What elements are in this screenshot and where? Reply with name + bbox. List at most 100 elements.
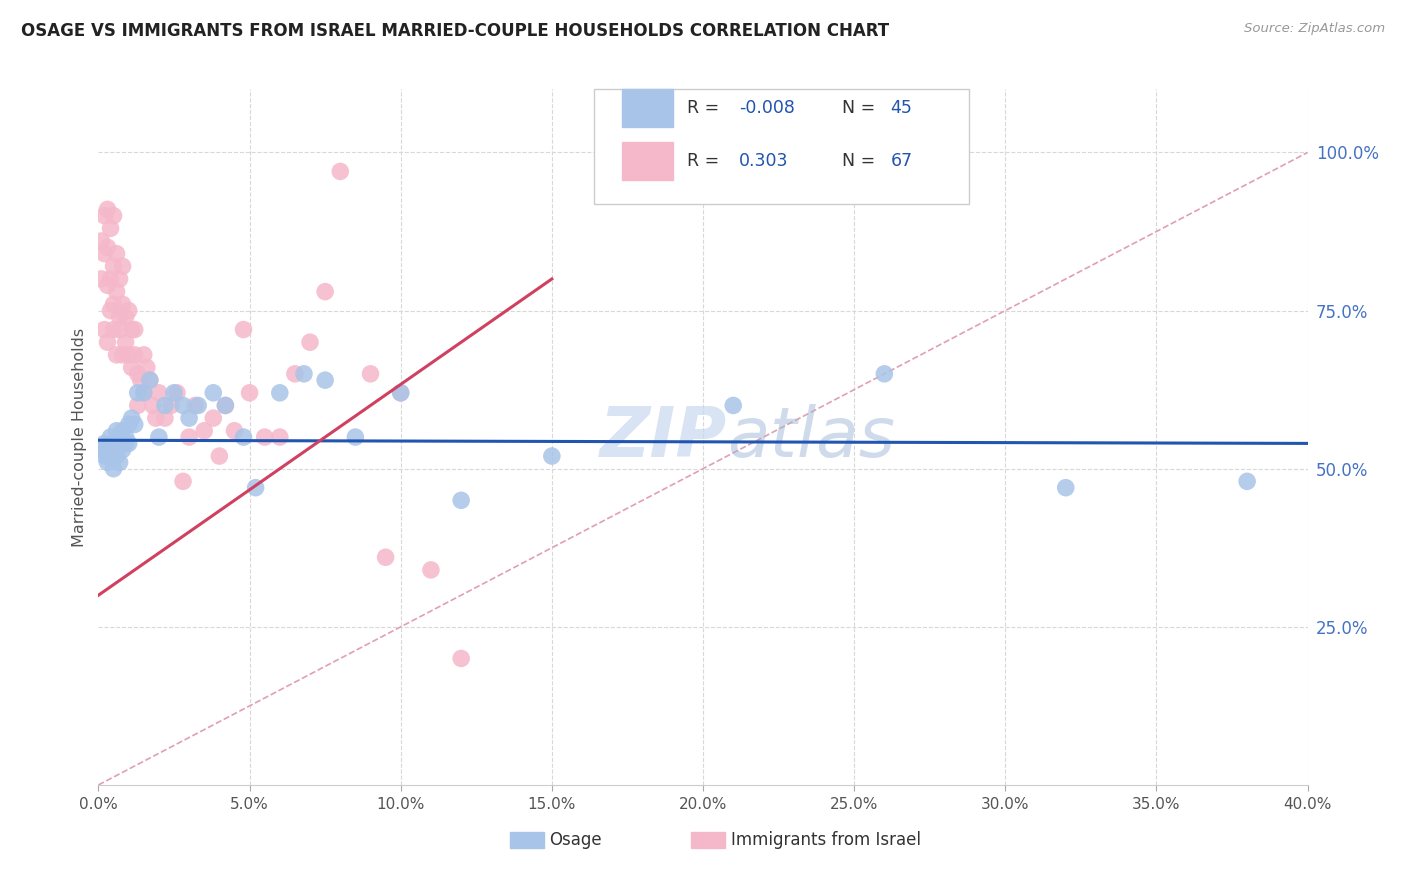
Point — [96, 240, 118, 254]
Point — [129, 373, 152, 387]
Point — [93, 209, 115, 223]
Point — [127, 367, 149, 381]
Point — [873, 367, 896, 381]
Point — [292, 367, 315, 381]
Point — [145, 411, 167, 425]
Point — [118, 303, 141, 318]
Text: R =: R = — [688, 152, 731, 169]
Text: atlas: atlas — [727, 403, 896, 471]
Point — [450, 493, 472, 508]
Point — [96, 455, 118, 469]
Point — [132, 348, 155, 362]
Point — [163, 385, 186, 400]
Point — [239, 385, 262, 400]
Point — [108, 322, 131, 336]
Text: 67: 67 — [890, 152, 912, 169]
Point — [160, 399, 183, 413]
Text: N =: N = — [842, 152, 880, 169]
Point — [103, 260, 125, 274]
Point — [202, 411, 225, 425]
Point — [314, 285, 336, 299]
Point — [121, 360, 143, 375]
Point — [105, 424, 128, 438]
Point — [114, 335, 136, 350]
Point — [124, 417, 146, 432]
Point — [103, 461, 125, 475]
Text: OSAGE VS IMMIGRANTS FROM ISRAEL MARRIED-COUPLE HOUSEHOLDS CORRELATION CHART: OSAGE VS IMMIGRANTS FROM ISRAEL MARRIED-… — [21, 22, 889, 40]
Point — [389, 385, 412, 400]
Point — [103, 322, 125, 336]
Point — [187, 399, 209, 413]
Point — [108, 272, 131, 286]
Point — [93, 246, 115, 260]
Point — [90, 272, 112, 286]
Text: Immigrants from Israel: Immigrants from Israel — [731, 831, 921, 849]
Point — [232, 322, 254, 336]
Point — [100, 272, 122, 286]
Point — [1236, 475, 1258, 489]
Point — [108, 455, 131, 469]
Point — [172, 475, 194, 489]
Point — [132, 385, 155, 400]
Point — [389, 385, 412, 400]
Point — [166, 385, 188, 400]
Point — [111, 424, 134, 438]
Point — [193, 424, 215, 438]
Point — [114, 436, 136, 450]
Bar — [621, 89, 673, 128]
Text: N =: N = — [842, 100, 880, 118]
Point — [232, 430, 254, 444]
Point — [214, 399, 236, 413]
Point — [93, 436, 115, 450]
Text: 45: 45 — [890, 100, 912, 118]
Point — [108, 436, 131, 450]
Point — [105, 449, 128, 463]
Text: Source: ZipAtlas.com: Source: ZipAtlas.com — [1244, 22, 1385, 36]
Point — [118, 436, 141, 450]
Point — [127, 385, 149, 400]
Point — [127, 399, 149, 413]
Point — [100, 303, 122, 318]
Point — [108, 310, 131, 324]
Point — [103, 436, 125, 450]
Point — [118, 417, 141, 432]
Point — [723, 399, 745, 413]
Point — [208, 449, 231, 463]
Point — [121, 322, 143, 336]
Point — [142, 399, 165, 413]
Point — [124, 322, 146, 336]
Point — [105, 348, 128, 362]
Point — [114, 310, 136, 324]
Point — [103, 209, 125, 223]
Point — [153, 399, 176, 413]
Point — [139, 373, 162, 387]
Point — [139, 373, 162, 387]
Point — [111, 442, 134, 457]
Point — [96, 278, 118, 293]
Point — [344, 430, 367, 444]
Point — [124, 348, 146, 362]
Point — [100, 221, 122, 235]
Point — [132, 385, 155, 400]
Point — [93, 449, 115, 463]
Point — [269, 385, 291, 400]
Point — [299, 335, 322, 350]
Point — [540, 449, 562, 463]
Point — [360, 367, 382, 381]
Point — [374, 550, 396, 565]
Point — [96, 335, 118, 350]
Point — [224, 424, 246, 438]
Point — [148, 385, 170, 400]
Text: 0.303: 0.303 — [740, 152, 789, 169]
Point — [105, 246, 128, 260]
Point — [111, 260, 134, 274]
Point — [420, 563, 443, 577]
Point — [253, 430, 276, 444]
Point — [111, 297, 134, 311]
Text: R =: R = — [688, 100, 725, 118]
Point — [118, 348, 141, 362]
Point — [103, 297, 125, 311]
Point — [184, 399, 207, 413]
Bar — [509, 832, 544, 847]
Point — [148, 430, 170, 444]
